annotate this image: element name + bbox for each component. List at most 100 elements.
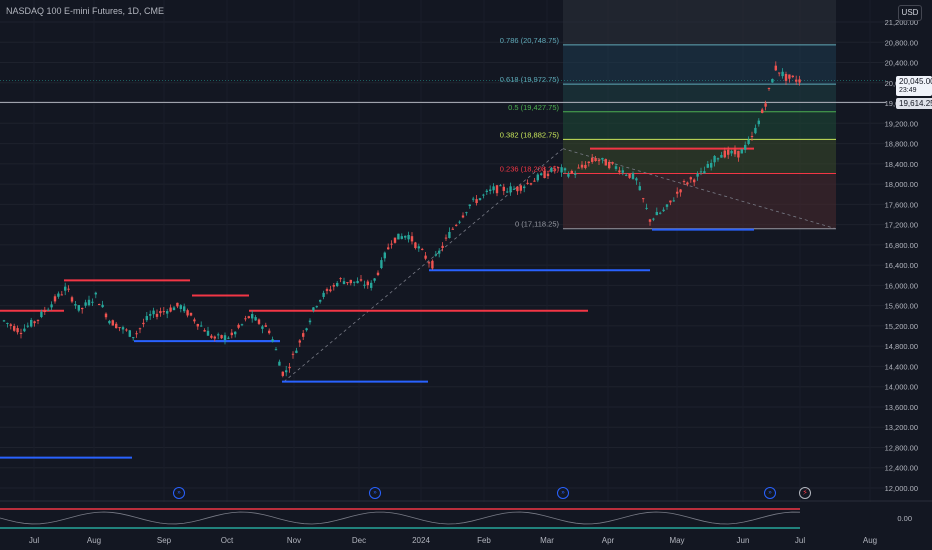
calendar-event-icon[interactable]: » xyxy=(173,487,185,499)
candle-body xyxy=(723,150,726,158)
candle-body xyxy=(407,234,410,240)
calendar-event-icon[interactable]: » xyxy=(557,487,569,499)
candle-body xyxy=(302,333,305,337)
candle-body xyxy=(713,156,716,163)
candle-body xyxy=(444,237,448,239)
candle-body xyxy=(36,319,40,321)
lightning-alert-icon[interactable]: ⚡ xyxy=(799,487,811,499)
fib-level-label: 0.236 (18,208.25) xyxy=(500,165,560,174)
candle-body xyxy=(2,320,6,322)
candle-body xyxy=(363,284,366,286)
candle-body xyxy=(264,325,267,327)
fib-zone xyxy=(563,173,836,229)
candle-body xyxy=(380,260,383,268)
price-tick-label: 15,200.00 xyxy=(885,322,918,331)
candle-body xyxy=(162,311,165,313)
candle-body xyxy=(740,149,743,154)
candle-body xyxy=(125,329,128,331)
candle-body xyxy=(404,235,407,238)
candle-body xyxy=(703,171,706,174)
candle-body xyxy=(376,272,380,276)
candle-body xyxy=(115,323,118,329)
candle-body xyxy=(196,323,199,327)
candle-body xyxy=(533,180,536,182)
candle-body xyxy=(149,314,152,316)
candle-body xyxy=(696,173,699,177)
price-axis: 21,200.0020,800.0020,400.0020,000.0019,6… xyxy=(885,18,918,493)
candle-body xyxy=(278,361,281,366)
candle-body xyxy=(329,289,332,292)
fibonacci-retracement: 0.786 (20,748.75) 0.618 (19,972.75) 0.5 (1… xyxy=(0,0,886,230)
candle-body xyxy=(33,321,36,324)
candle-body xyxy=(543,170,546,179)
candle-body xyxy=(737,150,740,158)
candle-body xyxy=(349,279,352,284)
candle-body xyxy=(485,190,488,192)
candle-body xyxy=(145,316,148,321)
candle-body xyxy=(346,282,349,284)
candle-body xyxy=(288,366,291,369)
candle-body xyxy=(655,211,658,216)
candle-body xyxy=(468,204,471,207)
last-price-countdown: 23:49 xyxy=(899,87,917,94)
candle-body xyxy=(220,335,223,339)
candle-body xyxy=(387,247,390,250)
candle-body xyxy=(176,302,179,307)
candle-body xyxy=(410,236,414,242)
fib-zone xyxy=(563,0,836,45)
candle-body xyxy=(230,332,233,336)
candle-body xyxy=(727,149,730,155)
candle-body xyxy=(461,215,465,218)
candle-body xyxy=(213,336,216,339)
candle-body xyxy=(788,74,791,79)
candle-body xyxy=(237,324,240,328)
price-tick-label: 18,400.00 xyxy=(885,160,918,169)
candle-body xyxy=(645,207,648,209)
price-tick-label: 16,800.00 xyxy=(885,241,918,250)
candle-body xyxy=(421,248,424,250)
fib-level-label: 0 (17,118.25) xyxy=(515,220,560,229)
candle-body xyxy=(672,200,675,202)
candle-body xyxy=(414,242,417,249)
candle-body xyxy=(179,305,182,309)
fib-level-label: 0.382 (18,882.75) xyxy=(500,130,560,139)
candle-body xyxy=(693,179,696,183)
candle-body xyxy=(393,237,397,243)
candle-body xyxy=(550,167,553,172)
candle-body xyxy=(557,167,560,169)
calendar-event-icon[interactable]: » xyxy=(764,487,776,499)
candles xyxy=(2,61,801,378)
price-tick-label: 14,000.00 xyxy=(885,383,918,392)
candle-body xyxy=(761,109,764,113)
candle-body xyxy=(631,173,635,179)
time-tick-label: Oct xyxy=(221,536,234,545)
candle-body xyxy=(322,292,325,297)
candle-body xyxy=(159,311,162,314)
time-tick-label: Feb xyxy=(477,536,491,545)
candle-body xyxy=(400,236,403,239)
candle-body xyxy=(516,186,519,192)
candle-body xyxy=(455,224,458,226)
time-tick-label: Aug xyxy=(863,536,877,545)
symbol-title[interactable]: NASDAQ 100 E-mini Futures, 1D, CME xyxy=(6,6,165,16)
price-tick-label: 12,400.00 xyxy=(885,464,918,473)
candle-body xyxy=(53,296,57,302)
reference-price-tag: 19,614.25 xyxy=(896,98,932,109)
candle-body xyxy=(635,178,638,181)
calendar-event-icon[interactable]: » xyxy=(369,487,381,499)
candle-body xyxy=(291,353,295,355)
price-tick-label: 18,800.00 xyxy=(885,140,918,149)
candle-body xyxy=(325,289,329,291)
candle-body xyxy=(526,182,529,184)
candle-body xyxy=(669,200,672,203)
candle-body xyxy=(628,174,631,178)
price-tick-label: 15,600.00 xyxy=(885,302,918,311)
currency-badge[interactable]: USD xyxy=(898,5,922,21)
candle-body xyxy=(621,170,624,173)
last-price-tag: 20,045.00 23:49 xyxy=(896,76,932,96)
time-tick-label: Nov xyxy=(287,536,301,545)
price-tick-label: 14,400.00 xyxy=(885,362,918,371)
candle-body xyxy=(6,322,9,324)
time-tick-label: Aug xyxy=(87,536,101,545)
